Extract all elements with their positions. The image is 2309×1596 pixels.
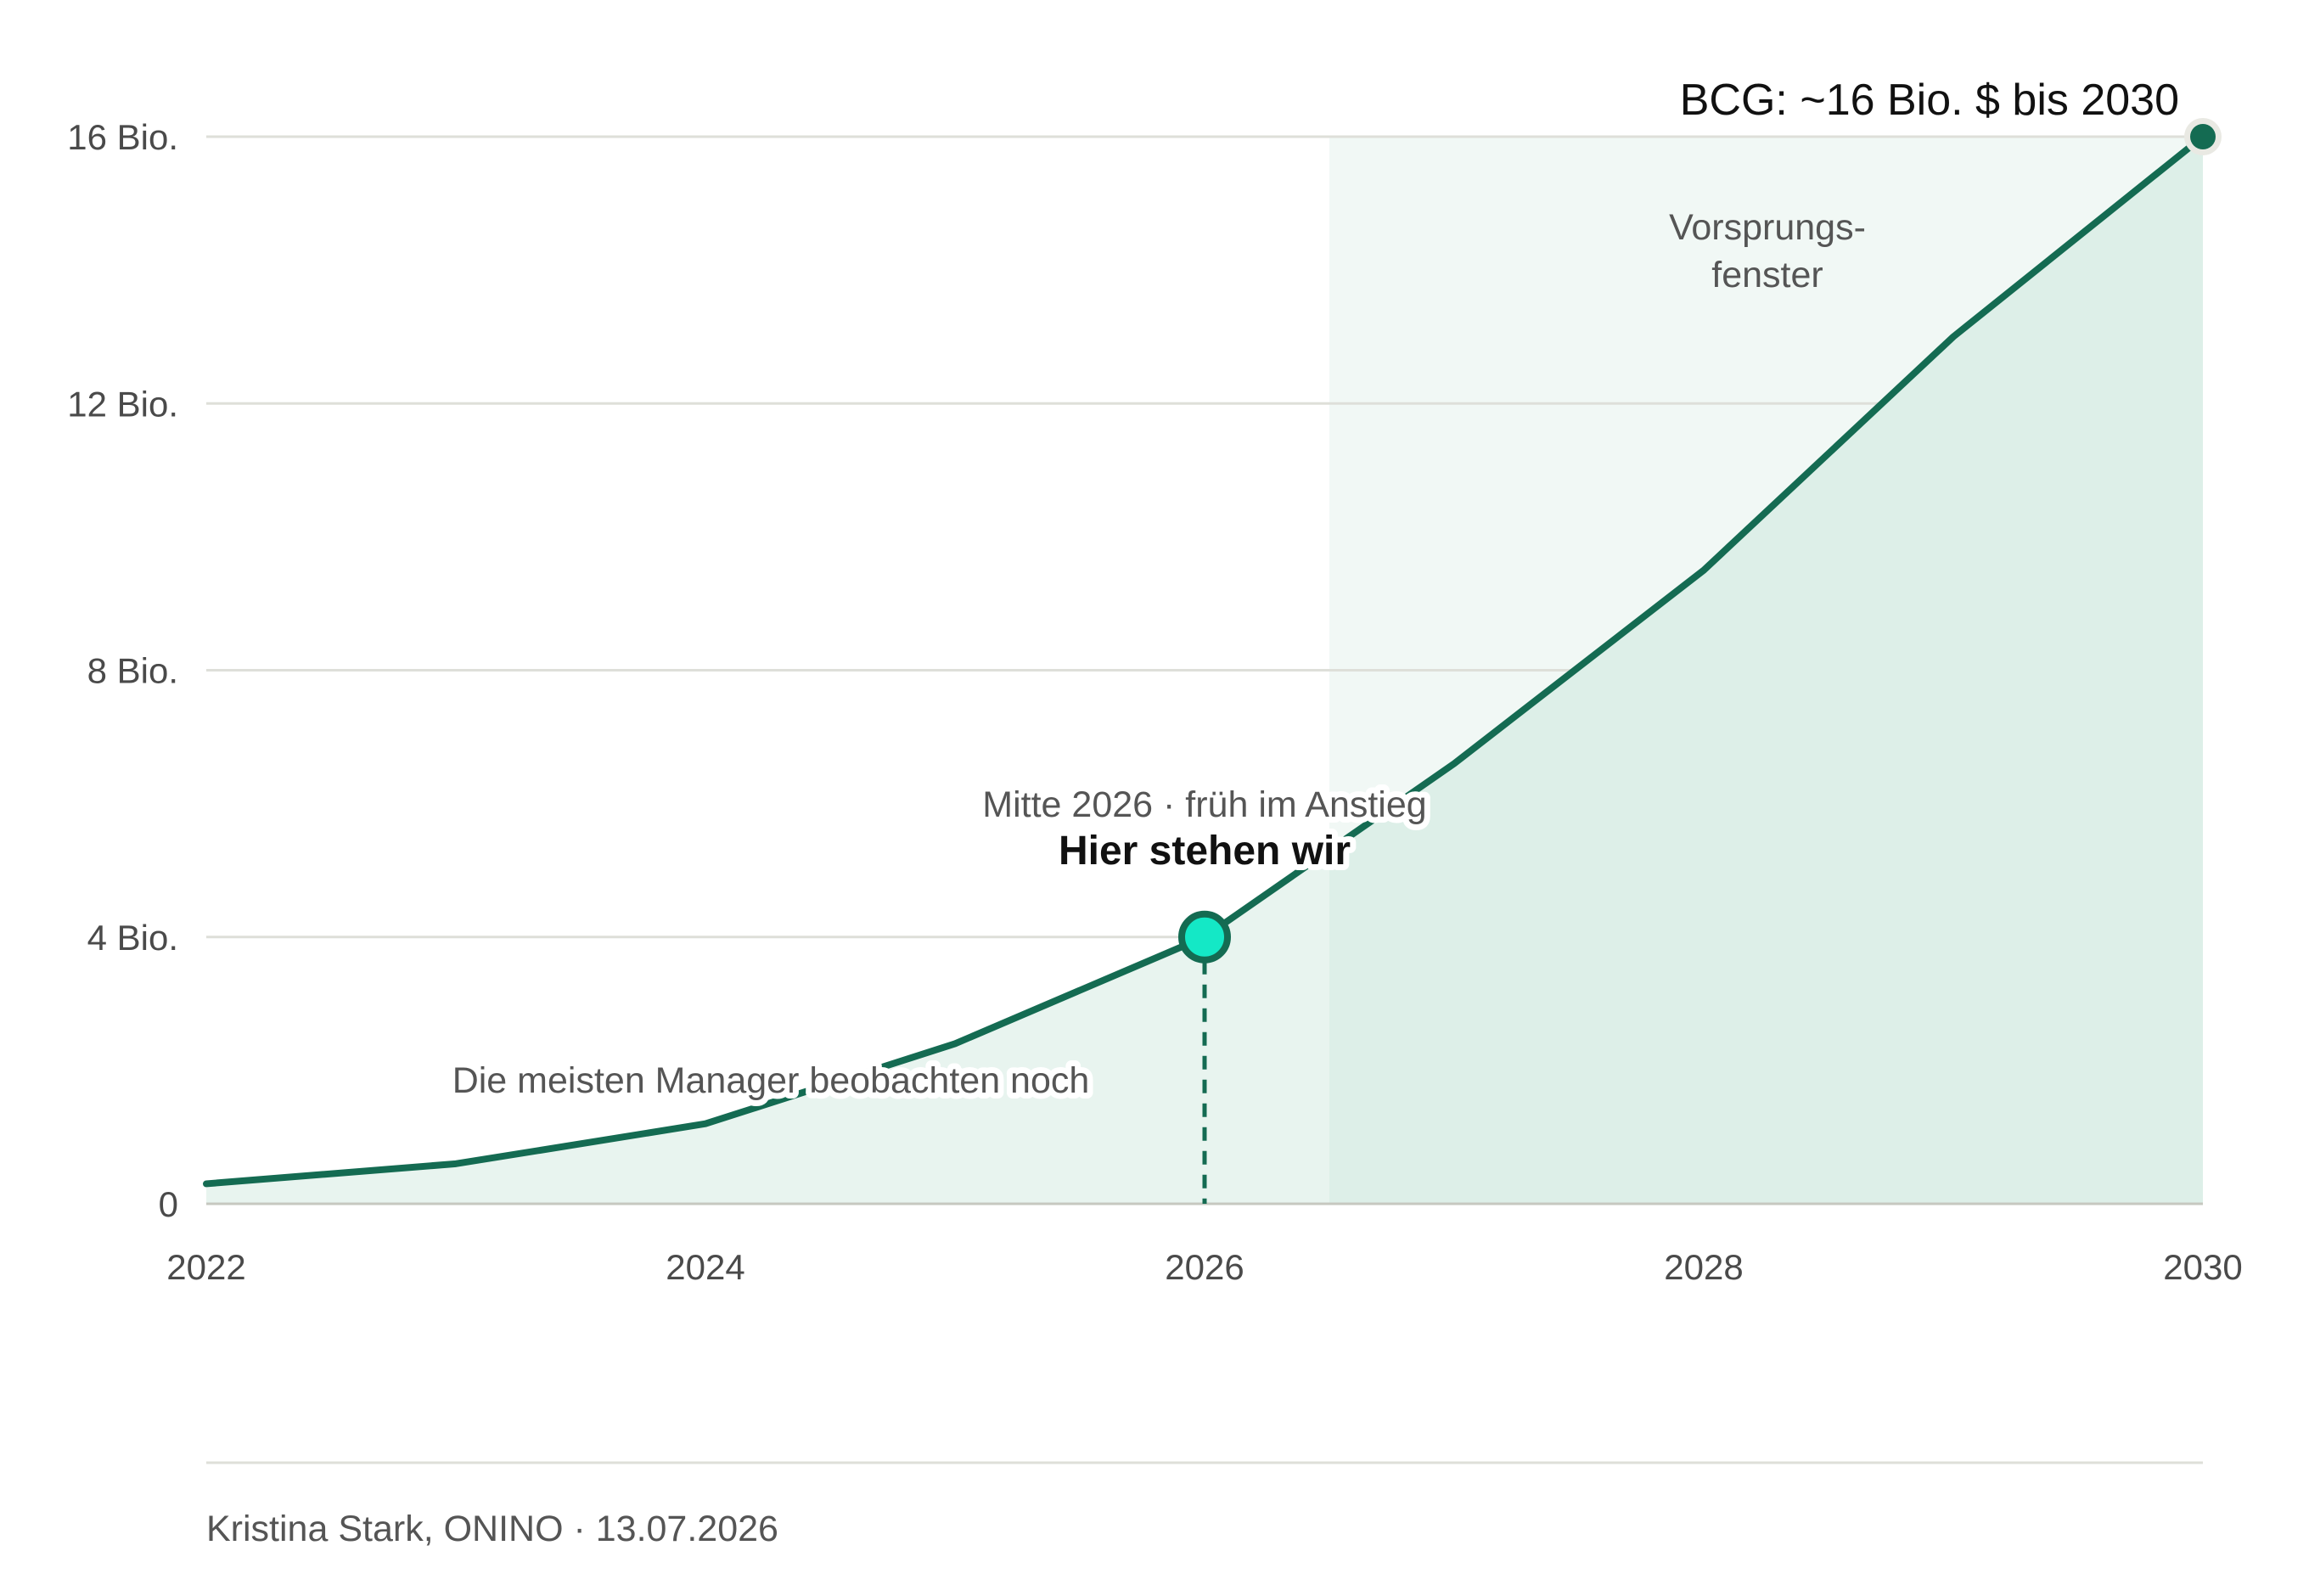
y-axis-ticks: 0 4 Bio. 8 Bio. 12 Bio. 16 Bio. <box>67 117 178 1224</box>
endpoint-marker <box>2190 124 2216 149</box>
y-tick-label: 12 Bio. <box>67 384 178 424</box>
y-tick-label: 4 Bio. <box>87 918 178 958</box>
y-tick-label: 8 Bio. <box>87 651 178 691</box>
endpoint-label: BCG: ~16 Bio. $ bis 2030 <box>1680 76 2179 125</box>
x-tick-label: 2030 <box>2163 1247 2242 1287</box>
y-tick-label: 16 Bio. <box>67 117 178 157</box>
marker-sublabel: Mitte 2026 · früh im Anstieg <box>982 784 1426 825</box>
window-label-line1: Vorsprungs- <box>1669 207 1866 248</box>
current-position-marker <box>1178 910 1231 964</box>
x-tick-label: 2022 <box>166 1247 245 1287</box>
x-axis-ticks: 2022 2024 2026 2028 2030 <box>166 1247 2242 1287</box>
x-tick-label: 2028 <box>1664 1247 1743 1287</box>
credit-line: Kristina Stark, ONINO · 13.07.2026 <box>206 1509 778 1549</box>
area-fill-early <box>206 850 1329 1204</box>
y-tick-label: 0 <box>159 1184 178 1224</box>
x-tick-label: 2024 <box>666 1247 744 1287</box>
marker-label: Hier stehen wir <box>1059 829 1351 874</box>
area-fill-window <box>1329 137 2203 1204</box>
window-label-line2: fenster <box>1711 255 1823 295</box>
x-tick-label: 2026 <box>1165 1247 1244 1287</box>
early-annotation: Die meisten Manager beobachten noch <box>452 1060 1090 1101</box>
